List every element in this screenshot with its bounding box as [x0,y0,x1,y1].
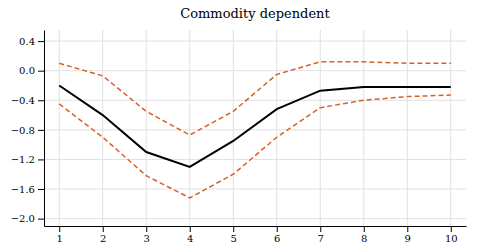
y-axis: 0.4 0.0 −0.4 −0.8 −1.2 −1.6 −2.0 [11,31,45,227]
tick-label: 0.0 [19,65,35,76]
tick-label: 7 [318,233,324,244]
tick-mark [38,219,44,220]
plot: 1 2 3 4 5 6 7 8 9 10 0.4 0.0 −0.4 −0.8 −1.2 −1.6 −2.0 [11,30,467,244]
tick: 10 [445,226,458,244]
grid-line [233,30,234,226]
tick-mark [38,189,44,190]
title: Commodity dependent [180,6,330,21]
grid-line [450,30,451,226]
lines [59,62,451,198]
grid-line [276,30,277,226]
grid-line [44,70,466,71]
tick-mark [451,226,452,232]
tick-mark [59,226,60,232]
tick-label: 6 [274,233,280,244]
tick-label: 10 [445,233,458,244]
tick-mark [364,226,365,232]
tick: 7 [318,226,324,244]
grid-line [44,159,466,160]
tick-mark [146,226,147,232]
grid-line [59,30,60,226]
tick-label: −1.2 [11,154,35,165]
axis-line [45,226,467,227]
axis-line [44,31,45,227]
grid-line [407,30,408,226]
line [59,95,451,198]
tick: 3 [144,226,150,244]
chart: 1 2 3 4 5 6 7 8 9 10 0.4 0.0 −0.4 −0.8 −1.2 −1.6 −2.0 Com… [0,0,480,252]
tick-label: 3 [144,233,150,244]
tick-label: −2.0 [11,213,35,224]
tick-mark [38,100,44,101]
tick-label: −0.8 [11,125,35,136]
grid-line [44,41,466,42]
tick: −2.0 [11,213,44,224]
grid-line [44,100,466,101]
grid-line [44,129,466,130]
grid-line [363,30,364,226]
tick-mark [320,226,321,232]
tick-mark [38,130,44,131]
tick-label: 5 [231,233,237,244]
tick: 6 [274,226,280,244]
tick-mark [103,226,104,232]
tick-label: −1.6 [11,184,35,195]
grid-line [320,30,321,226]
tick-mark [407,226,408,232]
grid-line [189,30,190,226]
tick-label: 8 [361,233,367,244]
grid-line [44,189,466,190]
tick: 5 [231,226,237,244]
tick-label: 1 [57,233,63,244]
tick: −1.6 [11,184,44,195]
tick: 4 [187,226,193,244]
tick: −0.8 [11,125,44,136]
grid-line [44,218,466,219]
tick-mark [38,41,44,42]
tick: −1.2 [11,154,44,165]
tick-mark [38,71,44,72]
line [59,85,451,166]
grid-line [146,30,147,226]
tick-label: 4 [187,233,193,244]
tick: 9 [405,226,411,244]
tick: 0.0 [19,65,44,76]
tick-mark [277,226,278,232]
tick-mark [233,226,234,232]
tick-label: 0.4 [19,36,35,47]
tick-mark [38,159,44,160]
tick-mark [190,226,191,232]
tick: 2 [100,226,106,244]
x-axis: 1 2 3 4 5 6 7 8 9 10 [45,226,467,244]
tick: −0.4 [11,95,44,106]
tick-label: 9 [405,233,411,244]
tick: 0.4 [19,36,44,47]
tick: 8 [361,226,367,244]
grid-line [102,30,103,226]
tick: 1 [57,226,63,244]
tick-label: −0.4 [11,95,35,106]
tick-label: 2 [100,233,106,244]
grid [44,30,466,226]
